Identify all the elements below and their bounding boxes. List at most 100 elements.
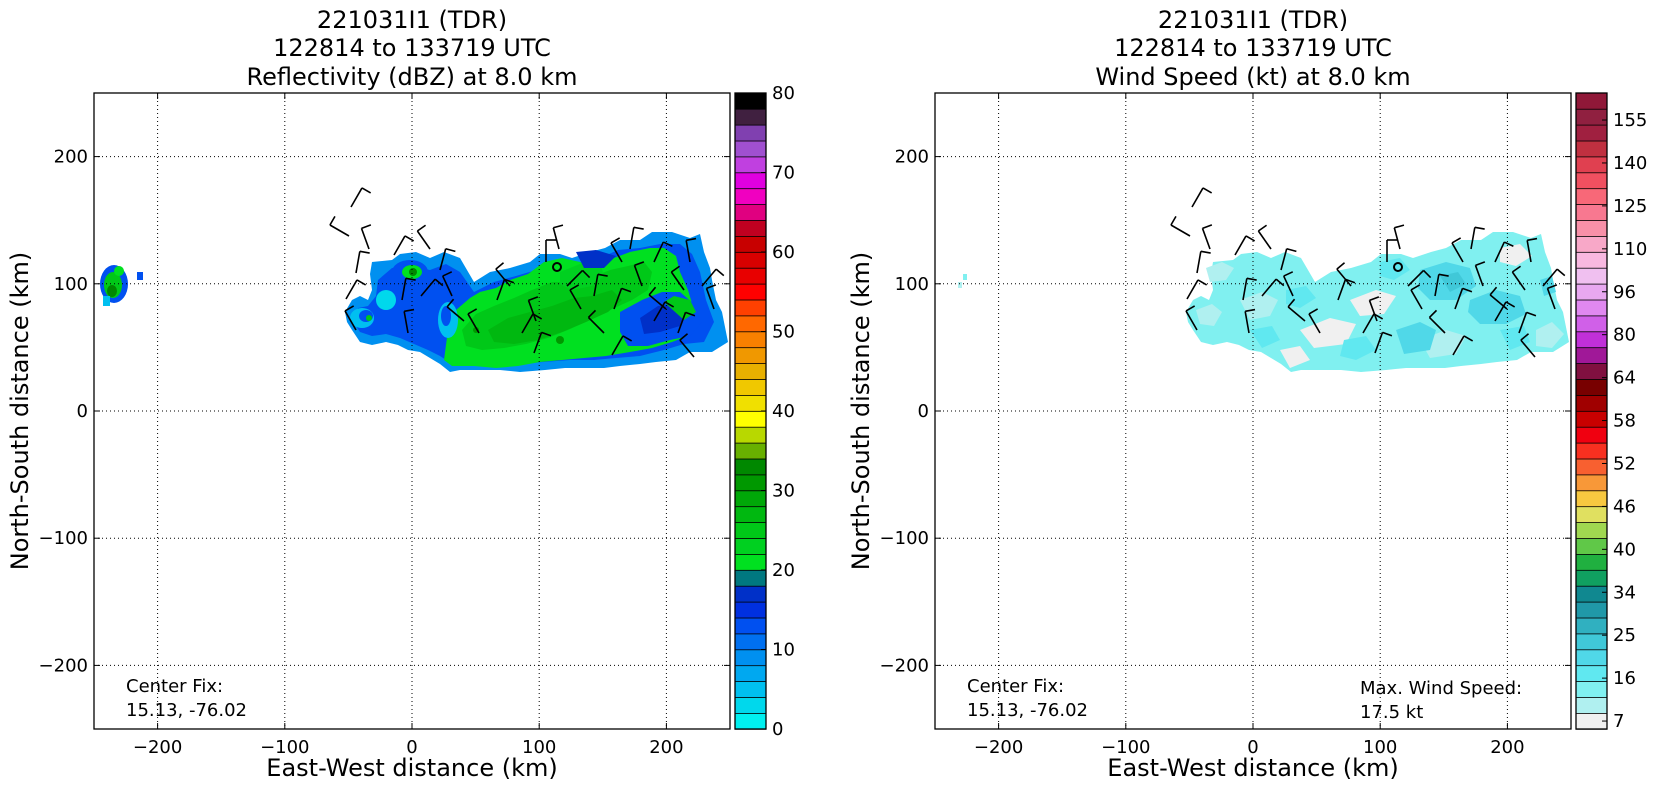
reflectivity-field <box>100 232 728 372</box>
wind-speed-wind-barb <box>1526 237 1538 263</box>
wind-speed-axis-ticks: −200 −100 0 100 200 −200 −100 0 100 200 <box>880 93 1571 758</box>
wind-speed-x-axis-label: East-West distance (km) <box>1107 754 1398 782</box>
reflectivity-wind-barb <box>610 237 623 263</box>
reflectivity-wind-barb <box>527 296 539 322</box>
reflectivity-colorbar-segment <box>734 219 767 237</box>
reflectivity-colorbar-segment <box>734 172 767 190</box>
reflectivity-wind-barb <box>467 308 480 334</box>
wind-speed-y-tick-label: −100 <box>880 528 929 549</box>
reflectivity-colorbar-segment <box>734 633 767 651</box>
wind-speed-wind-barb <box>1186 279 1208 300</box>
wind-speed-wind-barb <box>1542 268 1566 287</box>
max-wind-speed-value: 17.5 kt <box>1360 702 1423 723</box>
reflectivity-colorbar-segment <box>734 394 767 412</box>
wind-speed-colorbar-segment <box>1575 362 1608 380</box>
reflectivity-wind-barb <box>495 262 511 287</box>
max-wind-speed-label: Max. Wind Speed: <box>1360 678 1522 699</box>
wind-speed-colorbar-segment <box>1575 680 1608 698</box>
reflectivity-colorbar-segment <box>734 458 767 476</box>
wind-speed-wind-barb <box>1368 296 1380 322</box>
reflectivity-colorbar: 0 10 20 30 40 50 60 70 80 <box>734 83 795 740</box>
wind-speed-colorbar-segment <box>1575 601 1608 619</box>
reflectivity-wind-barb <box>360 224 372 250</box>
wind-speed-wind-barb <box>1280 247 1297 271</box>
wind-speed-wind-barb <box>1452 335 1474 356</box>
reflectivity-axis-ticks: −200 −100 0 100 200 −200 −100 0 100 200 <box>39 93 730 758</box>
reflectivity-wind-barb <box>439 247 456 271</box>
reflectivity-colorbar-segment <box>734 505 767 523</box>
reflectivity-wind-barb <box>545 239 556 262</box>
wind-speed-colorbar-segment <box>1575 235 1608 253</box>
wind-speed-wind-barb <box>1308 308 1321 334</box>
reflectivity-colorbar-tick-label: 40 <box>772 401 795 422</box>
reflectivity-colorbar-segment <box>734 156 767 174</box>
wind-speed-wind-barb <box>1234 235 1256 256</box>
wind-speed-colorbar-segment <box>1575 299 1608 317</box>
reflectivity-colorbar-segment <box>734 585 767 603</box>
reflectivity-wind-barb <box>329 215 350 237</box>
reflectivity-colorbar-tick-label: 50 <box>772 322 795 343</box>
reflectivity-wind-barb <box>416 224 431 250</box>
reflectivity-colorbar-segment <box>734 537 767 555</box>
wind-speed-colorbar-tick-label: 52 <box>1613 453 1636 474</box>
reflectivity-wind-barb <box>701 268 725 287</box>
wind-speed-grid <box>935 93 1571 729</box>
wind-speed-wind-barb <box>1261 278 1285 297</box>
reflectivity-wind-barb <box>393 235 415 256</box>
reflectivity-colorbar-segment <box>734 92 767 110</box>
wind-speed-colorbar-tick-label: 40 <box>1613 539 1636 560</box>
wind-speed-wind-barb <box>1546 284 1558 310</box>
wind-speed-colorbar-segment <box>1575 505 1608 523</box>
reflectivity-colorbar-segment <box>734 362 767 380</box>
reflectivity-wind-barb <box>566 269 591 287</box>
wind-speed-colorbar-tick-label: 64 <box>1613 368 1636 389</box>
wind-speed-colorbar-segment <box>1575 331 1608 349</box>
wind-speed-colorbar-segment <box>1575 665 1608 683</box>
reflectivity-colorbar-segment <box>734 521 767 539</box>
reflectivity-y-tick-label: 100 <box>54 274 88 295</box>
wind-speed-colorbar-segment <box>1575 474 1608 492</box>
wind-speed-colorbar-segment <box>1575 553 1608 571</box>
wind-speed-wind-barb <box>1454 287 1473 310</box>
reflectivity-wind-barb <box>569 284 582 310</box>
wind-speed-colorbar-frame <box>1575 92 1608 730</box>
reflectivity-colorbar-segment <box>734 267 767 285</box>
wind-speed-colorbar-tick-label: 110 <box>1613 239 1647 260</box>
wind-speed-y-axis-label: North-South distance (km) <box>847 252 875 571</box>
reflectivity-x-tick-label: 0 <box>406 737 417 758</box>
wind-speed-colorbar-segment <box>1575 346 1608 364</box>
wind-speed-wind-barb <box>1410 284 1423 310</box>
wind-speed-wind-barb <box>1282 271 1294 297</box>
reflectivity-wind-barb <box>345 279 367 300</box>
reflectivity-colorbar-segment <box>734 649 767 667</box>
reflectivity-colorbar-segment <box>734 299 767 317</box>
reflectivity-wind-barb <box>648 286 667 310</box>
wind-speed-colorbar-tick-label: 140 <box>1613 153 1647 174</box>
wind-speed-x-tick-label: 0 <box>1247 737 1258 758</box>
wind-speed-colorbar-tick-label: 96 <box>1613 282 1636 303</box>
wind-speed-title-line-3: Wind Speed (kt) at 8.0 km <box>1095 63 1410 91</box>
reflectivity-wind-barb <box>552 224 564 250</box>
wind-speed-wind-barb <box>1287 298 1306 322</box>
reflectivity-wind-barb <box>653 241 673 263</box>
wind-speed-wind-barb <box>1393 224 1405 250</box>
wind-speed-colorbar: 7 16 25 34 40 46 52 58 64 80 96 110 125 140 155 <box>1575 92 1647 732</box>
reflectivity-wind-barb <box>587 309 605 334</box>
wind-speed-wind-barb <box>1489 286 1508 310</box>
reflectivity-colorbar-segment <box>734 410 767 428</box>
wind-speed-wind-barbs <box>1170 187 1566 358</box>
wind-speed-wind-barb <box>1470 226 1485 250</box>
wind-speed-colorbar-segment <box>1575 633 1608 651</box>
wind-speed-colorbar-segment <box>1575 140 1608 158</box>
wind-speed-wind-barb <box>1474 261 1486 287</box>
wind-speed-colorbar-segment <box>1575 219 1608 237</box>
wind-speed-colorbar-tick-label: 155 <box>1613 110 1647 131</box>
reflectivity-colorbar-segment <box>734 696 767 714</box>
wind-speed-colorbar-segment <box>1575 490 1608 508</box>
wind-speed-wind-barb <box>1494 241 1514 263</box>
wind-speed-wind-barb <box>1201 224 1213 250</box>
wind-speed-colorbar-segment <box>1575 378 1608 396</box>
reflectivity-x-tick-label: −200 <box>133 737 182 758</box>
wind-speed-colorbar-segment <box>1575 124 1608 142</box>
reflectivity-wind-barb <box>611 335 633 356</box>
